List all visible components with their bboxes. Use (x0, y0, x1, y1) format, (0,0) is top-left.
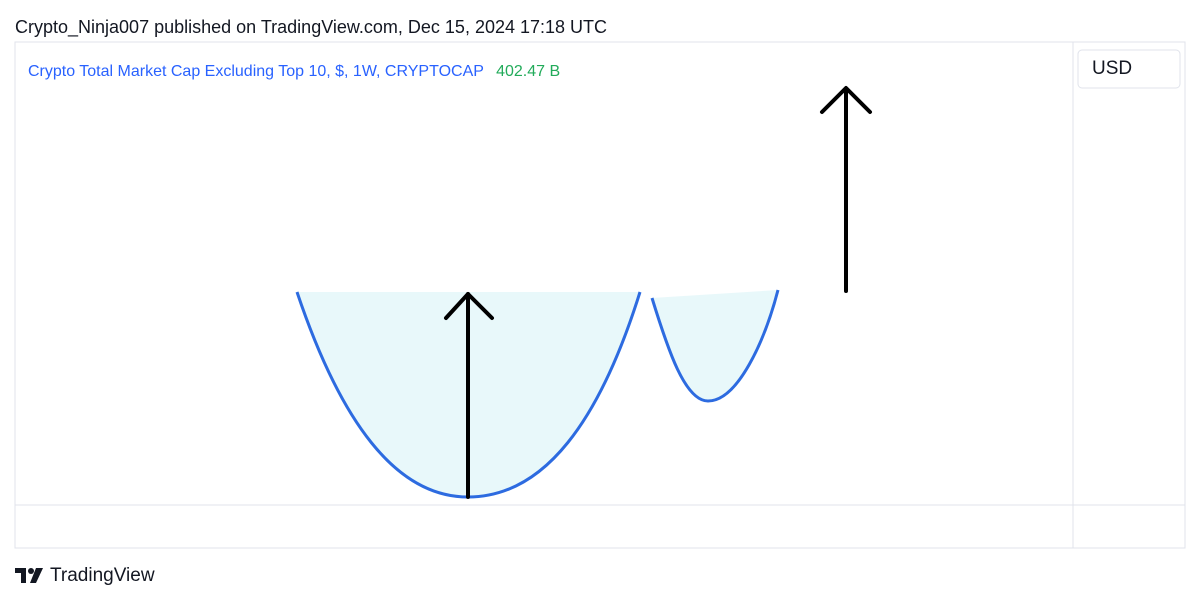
arrow-head (444, 292, 494, 320)
symbol-title: Crypto Total Market Cap Excluding Top 10… (28, 63, 484, 80)
logo-mark (30, 568, 43, 583)
handle-curve (650, 289, 780, 403)
publish-header: Crypto_Ninja007 published on TradingView… (15, 17, 607, 38)
arrows (444, 86, 872, 499)
logo-mark (15, 568, 26, 583)
chart-frame (14, 41, 1186, 549)
brand-logo (15, 568, 43, 583)
currency-label[interactable]: USD (1092, 58, 1132, 79)
currency-button[interactable] (1077, 49, 1181, 89)
logo-mark (28, 568, 34, 574)
last-price: 402.47 B (496, 63, 560, 80)
arrow-head (820, 86, 872, 114)
brand-name: TradingView (50, 565, 155, 586)
legend: Crypto Total Market Cap Excluding Top 10… (28, 63, 560, 80)
handle-fill (652, 290, 778, 401)
